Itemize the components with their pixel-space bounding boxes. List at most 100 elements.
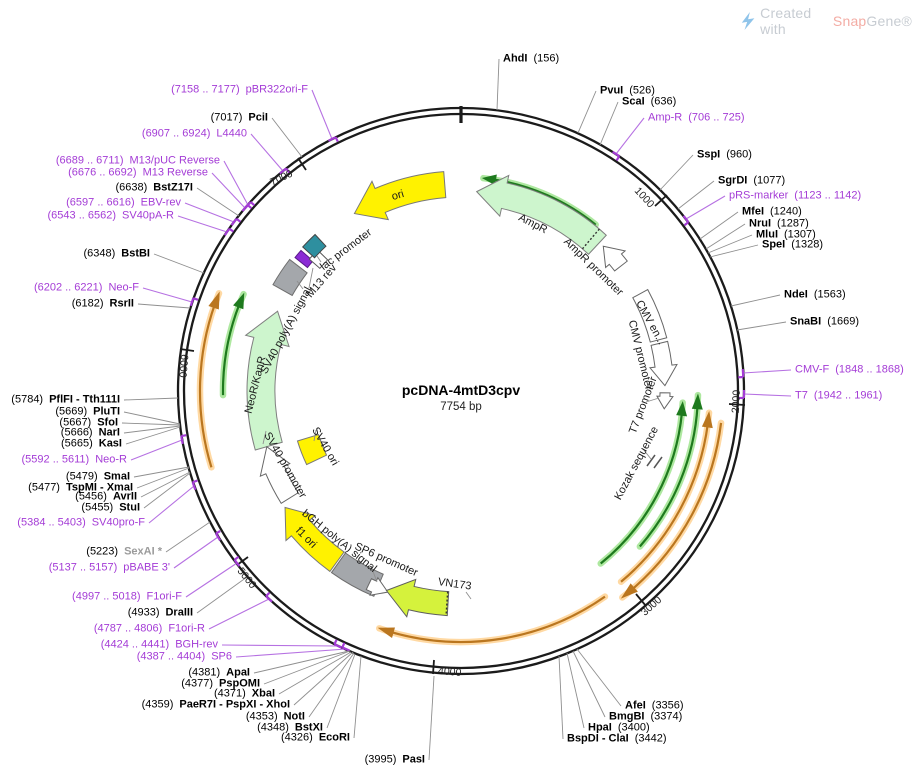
leader-line-bstbi: [153, 253, 205, 274]
primer-callout-t7: T7 (1942 .. 1961): [795, 389, 882, 402]
leader-line-rsrii: [137, 303, 191, 309]
primer-site-hook-f1ori-f: [233, 555, 240, 561]
leader-line-f1ori-f: [185, 562, 238, 598]
enzyme-callout-ecori: (4326) EcoRI: [281, 731, 350, 744]
leader-line-neo-r: [130, 439, 183, 461]
primer-site-hook-neo-f: [192, 297, 199, 301]
enzyme-callout-draiii: (4933) DraIII: [128, 606, 193, 619]
site-position: (4371): [213, 687, 246, 700]
site-position: (6597 .. 6616): [66, 196, 135, 209]
orf-arc-glow-3: [219, 290, 247, 399]
orf-arc-5: [620, 423, 709, 583]
enzyme-callout-smai: (5479) SmaI: [65, 470, 130, 483]
feature-arrow-cmv-enhancer: [632, 288, 668, 343]
site-name: NdeI: [784, 288, 808, 301]
enzyme-callout-bspdi-clai: BspDI - ClaI (3442): [567, 733, 667, 745]
primer-site-hook-pbr322ori-f: [334, 136, 339, 143]
site-position: (5455): [81, 501, 114, 514]
site-position: (3374): [650, 710, 683, 723]
primer-site-mark-f1ori-r: [265, 595, 273, 603]
site-name: EcoRI: [318, 731, 350, 744]
enzyme-callout-bmgbi: BmgBI (3374): [609, 710, 683, 723]
orf-arc-3: [221, 303, 241, 396]
leader-line-sfoi: [121, 422, 181, 426]
site-name: PspOMI: [219, 677, 260, 690]
site-name: PciI: [248, 111, 268, 124]
enzyme-callout-pcii: (7017) PciI: [211, 111, 268, 124]
site-name: BstBI: [121, 247, 150, 260]
site-position: (706 .. 725): [688, 111, 745, 124]
site-position: (1123 .. 1142): [794, 189, 862, 202]
kozak-slash-mark: [653, 456, 663, 469]
site-position: (3400): [617, 721, 650, 734]
site-position: (960): [726, 148, 752, 161]
site-position: (4353): [245, 710, 278, 723]
leader-line-t7: [743, 393, 792, 397]
site-position: (6907 .. 6924): [141, 127, 211, 140]
site-name: DraIII: [165, 606, 193, 619]
site-name: EBV-rev: [140, 196, 181, 209]
leader-line-mlui: [707, 234, 753, 254]
primer-site-mark-neo-r: [180, 435, 184, 445]
orf-arc-6: [630, 422, 723, 592]
leader-line-bgh-rev: [221, 644, 339, 647]
leader-line-draiii: [196, 576, 248, 614]
leader-line-bstxi: [326, 653, 356, 729]
feature-leader-line: [262, 430, 267, 445]
feature-leader-line: [308, 267, 314, 289]
scale-tick-4000: [432, 659, 435, 675]
primer-callout-pbabe-3: (5137 .. 5157) pBABE 3': [49, 562, 170, 574]
primer-site-hook-sv40pa-r: [228, 227, 235, 233]
orf-arc-7: [389, 595, 606, 644]
site-position: (3356): [651, 699, 684, 712]
leader-line-avrii: [140, 471, 191, 498]
leader-line-paer7i-pspxi-xhoi: [293, 651, 354, 706]
enzyme-callout-rsrii: (6182) RsrII: [72, 298, 134, 310]
enzyme-callout-avrii: (5456) AvrII: [75, 491, 137, 503]
site-position: (1563): [813, 288, 846, 301]
orf-arrowhead-7: [377, 627, 395, 639]
site-name: AhdI: [503, 52, 528, 65]
primer-site-mark-cmv-f: [741, 368, 745, 378]
site-position: (6202 .. 6221): [33, 281, 103, 294]
site-position: (1287): [777, 217, 809, 230]
feature-arrow-cmv-promoter: [649, 340, 678, 387]
enzyme-callout-tspmi-xmai: (5477) TspMI - XmaI: [28, 482, 133, 494]
site-name: SfoI: [97, 416, 118, 429]
plasmid-title-block: pcDNA-4mtD3cpv 7754 bp: [402, 382, 520, 413]
site-position: (7158 .. 7177): [171, 83, 240, 96]
primer-callout-f1ori-r: (4787 .. 4806) F1ori-R: [93, 622, 205, 635]
leader-line-pbabe-3: [173, 536, 219, 569]
primer-site-mark-prs-marker: [682, 215, 690, 223]
primer-callout-bgh-rev: (4424 .. 4441) BGH-rev: [101, 639, 218, 651]
site-name: AfeI: [625, 699, 646, 712]
enzyme-callout-ndei: NdeI (1563): [784, 288, 846, 301]
enzyme-callout-sgrdi: SgrDI (1077): [718, 175, 785, 187]
enzyme-callout-pvui: PvuI (526): [600, 85, 655, 97]
primer-callout-neo-r: (5592 .. 5611) Neo-R: [21, 453, 127, 466]
generated-map-graphics: [121, 58, 792, 761]
site-position: (1307): [784, 228, 816, 241]
orf-arc-4: [198, 303, 217, 468]
leader-line-sexai: [165, 521, 211, 553]
enzyme-callout-pspomi: (4377) PspOMI: [181, 677, 260, 690]
feature-arrow-ampr: [475, 174, 607, 255]
leader-line-sp6: [235, 648, 347, 658]
primer-site-hook-sv40pro-f: [192, 479, 198, 484]
feature-arrow-neor-kanr: [244, 310, 290, 451]
site-position: (5592 .. 5611): [21, 453, 90, 466]
site-position: (4787 .. 4806): [93, 622, 163, 635]
feature-arrow-t7-promoter: [656, 392, 674, 410]
plasmid-name: pcDNA-4mtD3cpv: [401, 382, 521, 398]
site-position: (3995): [364, 753, 397, 766]
site-position: (5479): [65, 470, 98, 483]
primer-site-hook-m13-reverse: [246, 204, 253, 210]
site-name: T7: [795, 389, 808, 402]
primer-site-hook-neo-r: [181, 434, 187, 438]
orf-arrowhead-4: [208, 291, 220, 310]
scale-label-4000: 4000: [437, 665, 462, 680]
leader-line-prs-marker: [685, 195, 726, 220]
site-position: (4387 .. 4404): [136, 650, 206, 663]
